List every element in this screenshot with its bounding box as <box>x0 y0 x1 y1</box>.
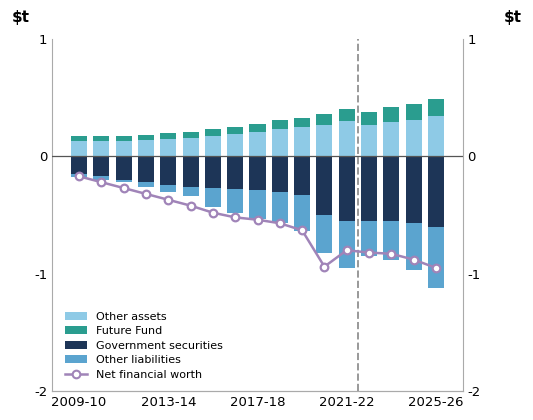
Bar <box>361 156 377 221</box>
Bar <box>205 129 221 136</box>
Bar <box>294 156 310 231</box>
Bar <box>272 156 288 192</box>
Bar <box>383 156 399 221</box>
Bar <box>272 120 288 129</box>
Bar <box>338 121 355 156</box>
Bar <box>116 156 132 182</box>
Bar <box>272 156 288 223</box>
Bar <box>406 223 422 270</box>
Bar <box>272 129 288 156</box>
Bar <box>138 156 154 182</box>
Bar <box>227 156 243 213</box>
Bar <box>227 189 243 213</box>
Bar <box>160 184 176 192</box>
Bar <box>116 156 132 180</box>
Bar <box>93 141 109 156</box>
Bar <box>138 182 154 187</box>
Legend: Other assets, Future Fund, Government securities, Other liabilities, Net financi: Other assets, Future Fund, Government se… <box>61 307 228 384</box>
Bar <box>383 221 399 260</box>
Bar <box>249 123 265 132</box>
Bar <box>383 156 399 260</box>
Bar <box>183 187 199 196</box>
Bar <box>338 156 355 221</box>
Bar <box>317 215 333 252</box>
Text: $t: $t <box>504 10 522 25</box>
Bar <box>338 156 355 268</box>
Bar <box>428 99 444 116</box>
Bar <box>71 156 87 178</box>
Bar <box>406 156 422 270</box>
Bar <box>428 116 444 156</box>
Bar <box>116 136 132 141</box>
Bar <box>205 136 221 156</box>
Bar <box>338 110 355 121</box>
Bar <box>406 156 422 223</box>
Bar <box>406 120 422 156</box>
Bar <box>205 156 221 207</box>
Bar <box>317 125 333 156</box>
Bar <box>227 127 243 134</box>
Bar <box>227 134 243 156</box>
Bar <box>428 227 444 288</box>
Bar <box>138 140 154 156</box>
Bar <box>383 122 399 156</box>
Bar <box>249 190 265 218</box>
Bar <box>71 136 87 141</box>
Bar <box>249 132 265 156</box>
Bar <box>93 136 109 141</box>
Bar <box>183 138 199 156</box>
Bar <box>205 156 221 188</box>
Bar <box>317 156 333 252</box>
Bar <box>272 192 288 223</box>
Bar <box>383 107 399 122</box>
Bar <box>317 114 333 125</box>
Bar <box>428 156 444 288</box>
Bar <box>249 156 265 218</box>
Bar <box>249 156 265 190</box>
Bar <box>160 133 176 139</box>
Bar <box>294 156 310 195</box>
Bar <box>294 118 310 127</box>
Bar <box>71 156 87 174</box>
Bar <box>160 156 176 192</box>
Bar <box>93 156 109 180</box>
Bar <box>294 127 310 156</box>
Bar <box>183 156 199 187</box>
Bar <box>138 156 154 187</box>
Bar <box>160 139 176 156</box>
Bar <box>183 132 199 138</box>
Bar <box>116 141 132 156</box>
Bar <box>361 221 377 256</box>
Bar <box>71 141 87 156</box>
Bar <box>406 104 422 120</box>
Bar <box>227 156 243 189</box>
Bar <box>317 156 333 215</box>
Bar <box>116 180 132 182</box>
Bar <box>205 188 221 207</box>
Bar <box>160 156 176 184</box>
Bar <box>138 135 154 140</box>
Text: $t: $t <box>11 10 29 25</box>
Bar <box>361 156 377 256</box>
Bar <box>428 156 444 227</box>
Bar <box>338 221 355 268</box>
Bar <box>93 156 109 176</box>
Bar <box>361 112 377 125</box>
Bar <box>294 195 310 231</box>
Bar <box>71 174 87 178</box>
Bar <box>361 125 377 156</box>
Bar <box>93 176 109 180</box>
Bar <box>183 156 199 196</box>
